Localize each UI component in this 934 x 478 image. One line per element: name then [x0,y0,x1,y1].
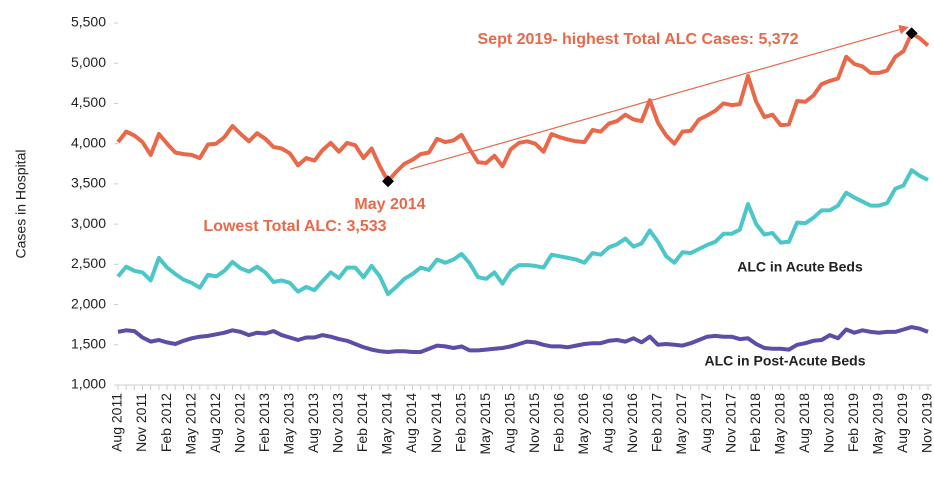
y-axis-label: Cases in Hospital [13,150,29,259]
x-tick-label: Feb 2015 [452,393,468,452]
y-tick-label: 4,000 [71,134,106,150]
arrow [409,24,909,170]
x-tick-label: Feb 2014 [354,393,370,452]
x-tick-label: Aug 2015 [501,393,517,453]
x-tick-label: Aug 2016 [600,393,616,453]
x-tick-label: May 2014 [379,393,395,455]
y-tick-label: 5,500 [71,14,106,30]
x-tick-label: Aug 2019 [894,393,910,453]
x-tick-label: May 2013 [281,393,297,455]
x-tick-label: May 2015 [477,393,493,455]
series-label: ALC in Post-Acute Beds [704,353,865,369]
annotation: Sept 2019- highest Total ALC Cases: 5,37… [478,31,799,48]
x-tick-label: Feb 2017 [649,393,665,452]
x-tick-label: Nov 2013 [330,393,346,453]
y-tick-label: 1,000 [71,376,106,392]
y-tick-label: 4,500 [71,94,106,110]
x-tick-label: Aug 2011 [109,393,125,452]
x-tick-label: Feb 2018 [747,393,763,452]
y-tick-label: 2,000 [71,295,106,311]
x-tick-label: Aug 2013 [305,393,321,453]
y-tick-label: 3,000 [71,215,106,231]
x-tick-label: Nov 2016 [624,393,640,453]
y-tick-label: 1,500 [71,335,106,351]
x-tick-label: Nov 2011 [133,393,149,452]
x-tick-label: Aug 2012 [207,393,223,453]
x-tick-label: Feb 2016 [551,393,567,452]
y-tick-label: 3,500 [71,175,106,191]
x-tick-label: Nov 2017 [722,393,738,453]
x-tick-label: Nov 2019 [919,393,934,453]
x-tick-label: Nov 2012 [231,393,247,453]
series-label: ALC in Acute Beds [737,259,863,275]
x-tick-label: Feb 2012 [158,393,174,452]
line-series [116,168,929,297]
x-tick-label: Aug 2014 [403,393,419,453]
y-tick-label: 5,000 [71,54,106,70]
x-tick-label: May 2012 [182,393,198,455]
annotation: Lowest Total ALC: 3,533 [203,218,386,235]
line-series [116,31,930,184]
x-tick-label: May 2019 [870,393,886,455]
y-tick-label: 2,500 [71,255,106,271]
x-tick-label: May 2017 [673,393,689,455]
point-marker [382,175,394,188]
x-tick-label: May 2016 [575,393,591,455]
x-tick-label: Nov 2014 [428,393,444,453]
x-tick-label: Nov 2018 [821,393,837,453]
x-tick-label: Nov 2015 [526,393,542,453]
x-tick-label: May 2018 [771,393,787,455]
x-tick-label: Aug 2018 [796,393,812,453]
x-tick-label: Feb 2019 [845,393,861,452]
x-tick-label: Feb 2013 [256,393,272,452]
annotation: May 2014 [354,196,425,213]
x-tick-label: Aug 2017 [698,393,714,453]
point-marker [905,27,918,40]
line-series [117,325,929,354]
